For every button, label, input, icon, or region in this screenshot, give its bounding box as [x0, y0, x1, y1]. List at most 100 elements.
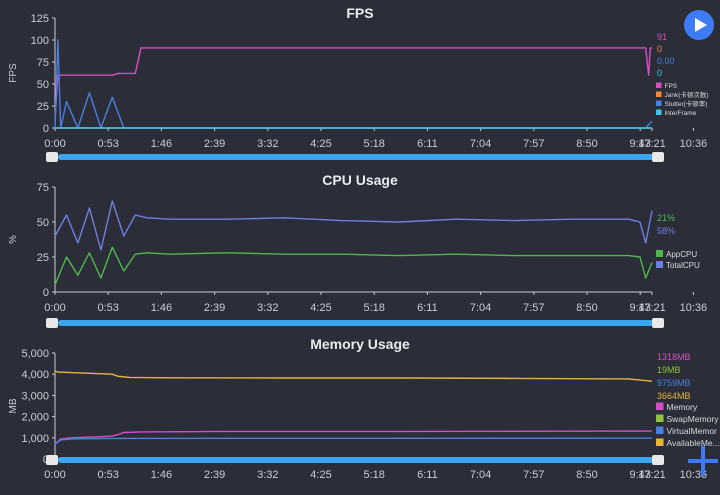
chart1-ytick-label: 125: [31, 13, 49, 25]
chart2-xtick-label: 9:43: [629, 302, 650, 314]
chart3-slider-handle-left[interactable]: [46, 455, 58, 465]
chart2-legend-swatch: [656, 261, 663, 268]
chart1-xtick-label: 1:46: [151, 138, 172, 150]
chart1-legend-swatch: [656, 100, 662, 106]
chart1-xtick-label: 7:04: [470, 138, 491, 150]
chart2-ytick-label: 25: [37, 252, 49, 264]
chart2-legend-swatch: [656, 250, 663, 257]
chart2-title: CPU Usage: [322, 172, 398, 188]
chart2-xtick-label: 1:46: [151, 302, 172, 314]
chart3-ylabel: MB: [8, 398, 19, 413]
chart1-xtick-label: 6:11: [417, 138, 438, 150]
chart3-legend-value: 1318MB: [657, 352, 691, 362]
chart3-ytick-label: 3,000: [21, 390, 49, 402]
chart3-title: Memory Usage: [310, 336, 410, 352]
chart3-xtick-label: 4:25: [310, 469, 331, 481]
chart1-ytick-label: 25: [37, 101, 49, 113]
chart3-xtick-label: 1:46: [151, 469, 172, 481]
chart3-slider-handle-right[interactable]: [652, 455, 664, 465]
chart2-ylabel: %: [8, 235, 19, 244]
chart3-legend-label: SwapMemory: [667, 414, 720, 424]
chart3-ytick-label: 4,000: [21, 369, 49, 381]
chart1-title: FPS: [346, 5, 373, 21]
chart1-legend-swatch: [656, 82, 662, 88]
chart3-xtick-label: 6:11: [417, 469, 438, 481]
chart1-ylabel: FPS: [8, 63, 19, 83]
chart2-xtick-label: 2:39: [204, 302, 225, 314]
chart3-series-availablememory: [54, 370, 653, 382]
chart2-slider-handle-right[interactable]: [652, 318, 664, 328]
chart3-xtick-label: 7:57: [523, 469, 544, 481]
chart3-xtick-label: 0:00: [44, 469, 65, 481]
chart2-slider-handle-left[interactable]: [46, 318, 58, 328]
chart3-series-memory: [54, 430, 653, 445]
chart2-legend-value: 58%: [657, 226, 675, 236]
chart1-slider-handle-right[interactable]: [652, 152, 664, 162]
chart2-xtick-label: 6:11: [417, 302, 438, 314]
chart2-ytick-label: 0: [43, 287, 49, 299]
chart1-legend-value: 0: [657, 68, 662, 78]
chart3-xtick-label: 8:50: [576, 469, 597, 481]
chart3-ytick-label: 5,000: [21, 348, 49, 360]
chart1-xtick-label: 3:32: [257, 138, 278, 150]
chart1-legend-label: Stutter(卡顿率): [665, 99, 708, 108]
chart1-legend-label: InterFrame: [665, 110, 697, 117]
chart3-legend-value: 3664MB: [657, 391, 691, 401]
chart1-series-stutter: [54, 39, 653, 129]
chart1-xtick-label: 0:00: [44, 138, 65, 150]
chart3-ytick-label: 1,000: [21, 433, 49, 445]
chart3-xtick-label: 10:36: [680, 469, 708, 481]
chart1-xtick-label: 17:21: [638, 138, 666, 150]
chart1-xtick-label: 8:50: [576, 138, 597, 150]
chart3-ytick-label: 0: [43, 454, 49, 466]
chart3-legend-label: VirtualMemor: [667, 426, 718, 436]
chart3-legend-value: 19MB: [657, 365, 681, 375]
chart3-slider-track: [58, 457, 654, 463]
chart1-legend-value: 0.00: [657, 56, 675, 66]
chart3-legend-label: Memory: [667, 402, 698, 412]
chart3-xtick-label: 3:32: [257, 469, 278, 481]
chart3-xtick-label: 17:21: [638, 469, 666, 481]
chart1-slider-track: [58, 154, 654, 160]
play-icon[interactable]: [684, 10, 714, 40]
chart1-legend-value: 91: [657, 32, 667, 42]
chart1-xtick-label: 4:25: [310, 138, 331, 150]
chart2-xtick-label: 4:25: [310, 302, 331, 314]
chart1-slider-handle-left[interactable]: [46, 152, 58, 162]
chart2-ytick-label: 75: [37, 182, 49, 194]
chart2-legend-label: AppCPU: [666, 250, 697, 259]
chart1-xtick-label: 7:57: [523, 138, 544, 150]
chart3-series-virtualmemory: [54, 437, 653, 445]
chart2-xtick-label: 17:21: [638, 302, 666, 314]
chart3-xtick-label: 9:43: [629, 469, 650, 481]
chart2-legend-value: 21%: [657, 213, 675, 223]
plus-icon[interactable]: [688, 446, 718, 476]
chart3-legend-swatch: [656, 414, 664, 422]
chart3-ytick-label: 2,000: [21, 412, 49, 424]
chart1-xtick-label: 10:36: [680, 138, 708, 150]
chart1-ytick-label: 50: [37, 79, 49, 91]
chart3-xtick-label: 2:39: [204, 469, 225, 481]
chart3-legend-label: AvailableMe...: [667, 438, 720, 448]
chart2-xtick-label: 10:36: [680, 302, 708, 314]
chart2-xtick-label: 0:53: [97, 302, 118, 314]
chart3-xtick-label: 7:04: [470, 469, 491, 481]
chart1-ytick-label: 75: [37, 57, 49, 69]
chart3-legend-swatch: [656, 438, 664, 446]
chart2-slider-track: [58, 320, 654, 326]
chart2-xtick-label: 8:50: [576, 302, 597, 314]
chart2-xtick-label: 5:18: [363, 302, 384, 314]
chart3-legend-swatch: [656, 402, 664, 410]
chart1-legend-label: FPS: [665, 83, 678, 90]
chart2-xtick-label: 7:04: [470, 302, 491, 314]
chart2-xtick-label: 0:00: [44, 302, 65, 314]
chart1-xtick-label: 0:53: [97, 138, 118, 150]
chart2-series-totalcpu: [54, 200, 653, 251]
chart1-xtick-label: 2:39: [204, 138, 225, 150]
chart1-ytick-label: 100: [31, 35, 49, 47]
chart2-xtick-label: 7:57: [523, 302, 544, 314]
chart1-legend-swatch: [656, 109, 662, 115]
chart2-xtick-label: 3:32: [257, 302, 278, 314]
chart1-series-fps: [54, 47, 652, 120]
